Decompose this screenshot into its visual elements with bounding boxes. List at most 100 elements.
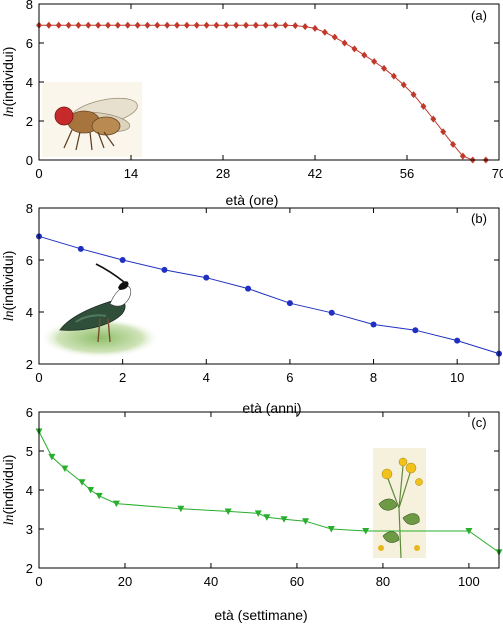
panel-a-data-point bbox=[390, 72, 397, 80]
panel-a-data-point bbox=[144, 21, 151, 29]
buttercup-plant-illustration bbox=[373, 448, 426, 559]
panel-a-data-point bbox=[321, 28, 328, 36]
panel-a-series-line bbox=[39, 24, 486, 161]
panel-a-data-point bbox=[174, 21, 180, 29]
panel-c-xtick-label: 100 bbox=[458, 574, 480, 589]
panel-a-data-point bbox=[420, 102, 427, 110]
panel-a-xtick-label: 42 bbox=[308, 166, 322, 181]
panel-a-data-point bbox=[272, 21, 279, 29]
panel-c-data-point bbox=[48, 453, 56, 461]
panel-a-data-point bbox=[361, 51, 368, 59]
panel-a-data-point bbox=[183, 21, 190, 29]
panel-c-ylabel: ln(individui) bbox=[0, 455, 17, 526]
fruit-fly-illustration bbox=[42, 82, 142, 157]
panel-a-xtick-label: 56 bbox=[400, 166, 414, 181]
panel-a-chart: 0 14 28 42 56 70 0 2 4 6 8 (a) età (ore) ln(indivi… bbox=[0, 0, 503, 208]
panel-c-chart: 0 20 40 60 80 100 2 3 4 5 6 (c) età (settimane) ln… bbox=[0, 405, 503, 623]
panel-a-ylabel-italic: ln bbox=[2, 107, 17, 118]
panel-b-xtick-label: 4 bbox=[203, 370, 210, 385]
panel-b-data-point bbox=[328, 309, 335, 316]
panel-b-data-point bbox=[119, 257, 126, 263]
panel-a-data-point bbox=[282, 21, 289, 29]
panel-a-data-point bbox=[410, 91, 417, 99]
panel-c-ytick-label: 3 bbox=[26, 522, 33, 537]
panel-a-data-point bbox=[450, 140, 456, 148]
panel-b-data-point bbox=[161, 266, 168, 273]
panel-c-ytick-label: 4 bbox=[26, 483, 33, 498]
panel-c-ticks: 0 20 40 60 80 100 2 3 4 5 6 bbox=[26, 405, 499, 589]
panel-c-data-point bbox=[263, 514, 271, 521]
panel-c-data-point bbox=[61, 465, 69, 473]
panel-b-data-point bbox=[286, 300, 293, 307]
panel-a-data-point bbox=[459, 152, 466, 160]
lapwing-bird-illustration bbox=[40, 263, 160, 358]
panel-b-series-line bbox=[38, 235, 500, 355]
panel-b-ytick-label: 6 bbox=[26, 253, 33, 268]
panel-a-data-point bbox=[351, 45, 358, 53]
panel-a-data-point bbox=[134, 21, 141, 29]
panel-b-data-point bbox=[77, 245, 84, 252]
panel-a-data-point bbox=[95, 21, 102, 29]
panel-a-data-point bbox=[55, 21, 62, 29]
panel-b-ytick-label: 2 bbox=[26, 357, 33, 372]
panel-c-data-point bbox=[224, 508, 232, 515]
panel-a-data-point bbox=[292, 22, 299, 30]
panel-b-data-point bbox=[203, 274, 210, 281]
panel-b-label: (b) bbox=[471, 211, 487, 226]
panel-b-data-point bbox=[412, 327, 419, 334]
panel-a-data-point bbox=[65, 21, 72, 29]
panel-b-ylabel-italic: ln bbox=[2, 311, 17, 322]
panel-a-data-point bbox=[75, 21, 82, 29]
panel-a-xlabel: età (ore) bbox=[226, 192, 279, 208]
panel-a-data-point bbox=[193, 21, 200, 29]
panel-a-ytick-label: 4 bbox=[26, 75, 33, 90]
panel-a-xtick-label: 0 bbox=[35, 166, 42, 181]
panel-a-data-point bbox=[243, 21, 249, 29]
panel-c-data-point bbox=[78, 479, 86, 486]
panel-b-ylabel: ln(individui) bbox=[0, 251, 17, 322]
panel-a-ylabel-rest: (individui) bbox=[0, 47, 16, 107]
panel-a-data-point bbox=[85, 21, 92, 29]
panel-a-data-point bbox=[341, 39, 348, 47]
panel-b-xlabel: età (anni) bbox=[242, 400, 301, 416]
panel-c-ytick-label: 6 bbox=[26, 405, 33, 420]
panel-b-ylabel-rest: (individui) bbox=[0, 251, 16, 311]
panel-c-data-point bbox=[87, 487, 95, 494]
panel-b-ytick-label: 8 bbox=[26, 201, 33, 216]
panel-b-xtick-label: 0 bbox=[35, 370, 42, 385]
panel-b-frame bbox=[38, 207, 500, 365]
panel-b-xtick-label: 6 bbox=[286, 370, 293, 385]
panel-a-xtick-label: 70 bbox=[492, 166, 503, 181]
panel-b-xtick-label: 2 bbox=[119, 370, 126, 385]
panel-a-label: (a) bbox=[471, 8, 487, 23]
panel-c-xtick-label: 0 bbox=[35, 574, 42, 589]
panel-a-data-point bbox=[302, 23, 309, 31]
panel-c-frame bbox=[38, 411, 500, 569]
panel-c-data-point bbox=[362, 527, 370, 535]
panel-b-data-point bbox=[245, 285, 252, 292]
panel-c-ylabel-italic: ln bbox=[2, 515, 17, 526]
panel-a-data-point bbox=[45, 21, 52, 29]
panel-a-data-point bbox=[203, 21, 210, 29]
panel-a-data-point bbox=[164, 21, 171, 29]
panel-c-ylabel-rest: (individui) bbox=[0, 455, 16, 515]
panel-c-ytick-label: 5 bbox=[26, 444, 33, 459]
panel-a-data-point bbox=[105, 21, 111, 29]
panel-a-data-point bbox=[381, 64, 387, 72]
panel-a-xtick-label: 14 bbox=[124, 166, 138, 181]
panel-a-ytick-label: 0 bbox=[26, 153, 33, 168]
panel-b-xtick-label: 8 bbox=[370, 370, 377, 385]
panel-a-xtick-label: 28 bbox=[216, 166, 230, 181]
panel-a-data-point bbox=[430, 115, 437, 123]
panel-a-ytick-label: 8 bbox=[26, 0, 33, 12]
panel-c-series-line bbox=[38, 431, 500, 553]
panel-a-data-point bbox=[233, 21, 240, 29]
panel-a-data-point bbox=[213, 21, 220, 29]
panel-a-data-point bbox=[124, 21, 131, 29]
panel-b-xtick-label: 10 bbox=[450, 370, 464, 385]
panel-c-data-point bbox=[177, 505, 185, 513]
panel-c-series bbox=[35, 428, 503, 556]
panel-a-data-point bbox=[223, 21, 230, 29]
